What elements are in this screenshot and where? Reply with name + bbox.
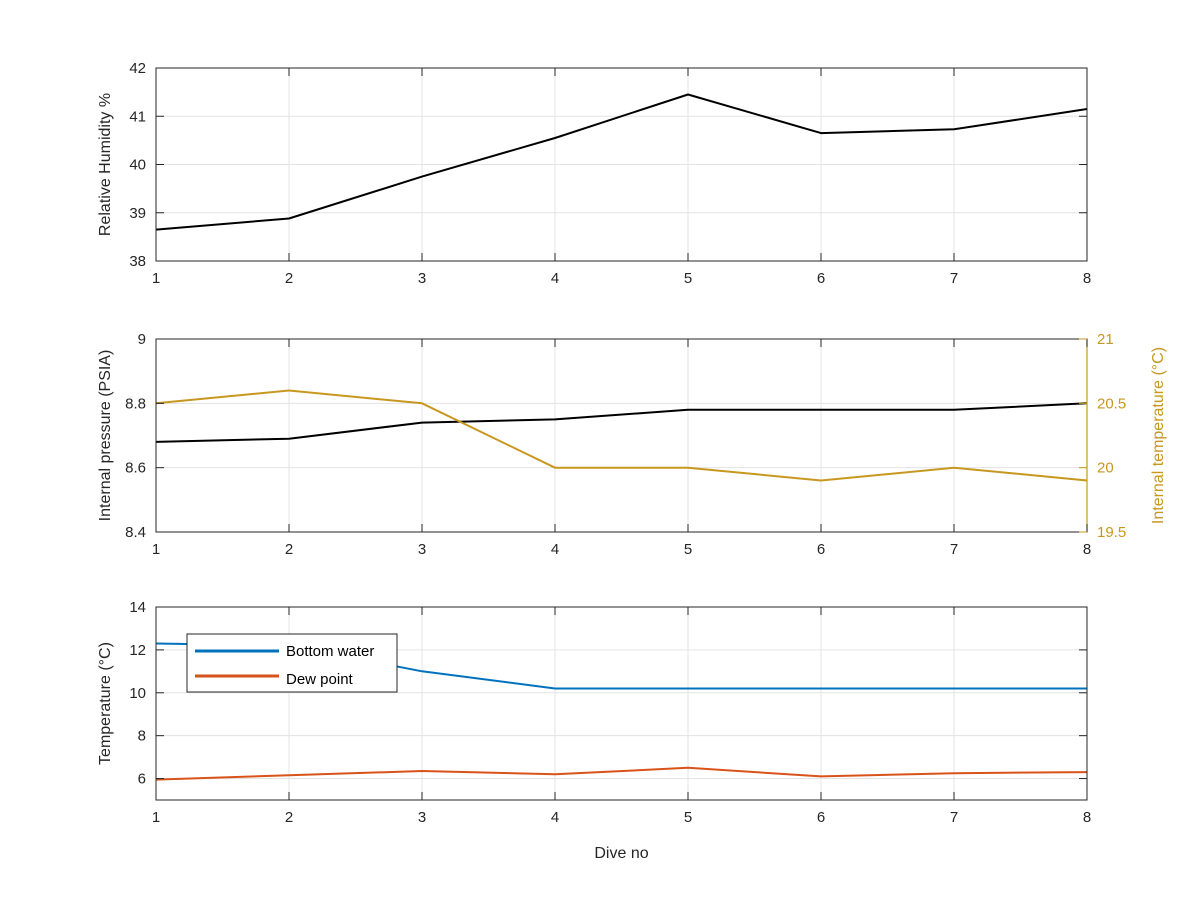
pressure-series-0-line bbox=[155, 402, 1088, 443]
humidity-x-tick-label: 8 bbox=[1083, 270, 1091, 287]
legend-label-dew-point: Dew point bbox=[286, 671, 354, 688]
humidity-ticks: 1 2 3 4 5 6 7 8 38 39 40 41 42 bbox=[129, 60, 1091, 287]
pressure-x-tick-label: 1 bbox=[152, 541, 160, 558]
pressure-right-tick-label: 20 bbox=[1097, 460, 1114, 477]
temperature-x-tick-label: 1 bbox=[152, 809, 160, 826]
temperature-x-tick-label: 7 bbox=[950, 809, 958, 826]
temperature-x-tick-label: 5 bbox=[684, 809, 692, 826]
humidity-y-tick-label: 38 bbox=[129, 253, 146, 270]
humidity-x-tick-label: 3 bbox=[418, 270, 426, 287]
pressure-series bbox=[155, 389, 1088, 482]
temperature-y-tick-label: 12 bbox=[129, 642, 146, 659]
pressure-x-tick-label: 8 bbox=[1083, 541, 1091, 558]
pressure-x-tick-label: 5 bbox=[684, 541, 692, 558]
humidity-x-tick-label: 1 bbox=[152, 270, 160, 287]
pressure-y-tick-label: 8.6 bbox=[125, 460, 146, 477]
temperature-y-tick-label: 10 bbox=[129, 685, 146, 702]
legend-box bbox=[186, 633, 398, 693]
temperature-y-tick-label: 8 bbox=[138, 728, 146, 745]
pressure-panel: 1 2 3 4 5 6 7 8 8.4 8.6 8.8 9 19.5 20 20.5 21 Internal … bbox=[97, 331, 1167, 558]
pressure-axes-frame bbox=[155, 338, 1088, 533]
humidity-y-tick-label: 42 bbox=[129, 60, 146, 77]
humidity-y-axis-label: Relative Humidity % bbox=[97, 93, 114, 236]
temperature-axes-frame bbox=[155, 606, 1088, 801]
pressure-y-tick-label: 8.8 bbox=[125, 395, 146, 412]
pressure-right-tick-label: 19.5 bbox=[1097, 524, 1126, 541]
pressure-ticks: 1 2 3 4 5 6 7 8 8.4 8.6 8.8 9 19.5 20 20.5 21 bbox=[125, 331, 1126, 558]
temperature-y-axis-label: Temperature (°C) bbox=[97, 642, 114, 765]
humidity-x-tick-label: 5 bbox=[684, 270, 692, 287]
temperature-x-tick-label: 3 bbox=[418, 809, 426, 826]
humidity-x-tick-label: 4 bbox=[551, 270, 559, 287]
pressure-y-tick-label: 8.4 bbox=[125, 524, 146, 541]
humidity-y-tick-label: 41 bbox=[129, 108, 146, 125]
dew-point-line bbox=[155, 766, 1088, 781]
dive-no-x-axis-label: Dive no bbox=[594, 845, 648, 862]
pressure-right-tick-label: 20.5 bbox=[1097, 395, 1126, 412]
temperature-x-tick-label: 2 bbox=[285, 809, 293, 826]
temperature-y-tick-label: 14 bbox=[129, 599, 146, 616]
temperature-x-tick-label: 6 bbox=[817, 809, 825, 826]
pressure-right-tick-label: 21 bbox=[1097, 331, 1114, 348]
pressure-x-tick-label: 6 bbox=[817, 541, 825, 558]
humidity-series bbox=[155, 93, 1088, 231]
pressure-y-tick-label: 9 bbox=[138, 331, 146, 348]
legend: Bottom water Dew point bbox=[186, 633, 398, 693]
humidity-x-tick-label: 7 bbox=[950, 270, 958, 287]
pressure-x-tick-label: 7 bbox=[950, 541, 958, 558]
humidity-x-tick-label: 2 bbox=[285, 270, 293, 287]
humidity-y-tick-label: 40 bbox=[129, 157, 146, 174]
humidity-panel: 1 2 3 4 5 6 7 8 38 39 40 41 42 Relative Humidity % bbox=[97, 60, 1091, 287]
temperature-y-tick-label: 6 bbox=[138, 771, 146, 788]
temperature-x-tick-label: 8 bbox=[1083, 809, 1091, 826]
humidity-x-tick-label: 6 bbox=[817, 270, 825, 287]
humidity-grid bbox=[155, 67, 1088, 262]
pressure-x-tick-label: 4 bbox=[551, 541, 559, 558]
pressure-y-axis-label: Internal pressure (PSIA) bbox=[97, 350, 114, 522]
pressure-series-1-line bbox=[155, 389, 1088, 482]
humidity-y-tick-label: 39 bbox=[129, 205, 146, 222]
pressure-x-tick-label: 2 bbox=[285, 541, 293, 558]
humidity-series-0-line bbox=[155, 93, 1088, 231]
pressure-grid bbox=[155, 338, 1088, 533]
temperature-x-tick-label: 4 bbox=[551, 809, 559, 826]
pressure-x-tick-label: 3 bbox=[418, 541, 426, 558]
internal-temperature-y-axis-label: Internal temperature (°C) bbox=[1150, 347, 1167, 524]
legend-label-bottom-water: Bottom water bbox=[286, 643, 374, 660]
